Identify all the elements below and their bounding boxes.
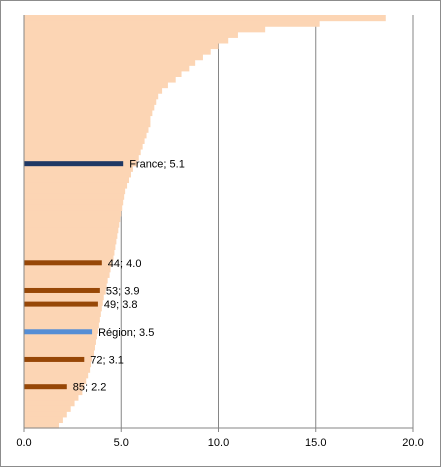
distribution-bar — [24, 176, 130, 184]
distribution-bar — [24, 87, 163, 94]
distribution-bar — [24, 171, 131, 178]
distribution-bar — [24, 227, 119, 234]
distribution-bars — [24, 15, 386, 429]
distribution-bar — [24, 65, 190, 72]
distribution-bar — [24, 361, 92, 368]
distribution-bar — [24, 59, 196, 66]
distribution-bar — [24, 338, 96, 345]
distribution-bar — [24, 204, 123, 211]
distribution-bar — [24, 54, 203, 61]
distribution-bar — [24, 238, 117, 245]
distribution-bar — [24, 271, 110, 278]
highlight-label: 85; 2.2 — [73, 382, 107, 394]
distribution-bar — [24, 366, 91, 373]
highlight-bar — [24, 287, 100, 293]
distribution-bar — [24, 121, 151, 128]
distribution-bar — [24, 221, 120, 228]
distribution-bar — [24, 294, 104, 301]
distribution-bar — [24, 104, 155, 111]
distribution-bar — [24, 310, 101, 317]
x-axis: 0.0 5.0 10.0 15.0 20.0 — [16, 15, 424, 449]
highlight-bar — [24, 161, 124, 167]
distribution-bar — [24, 377, 87, 384]
highlight-label: Région; 3.5 — [98, 327, 154, 339]
distribution-bar — [24, 394, 79, 401]
distribution-bar — [24, 165, 133, 172]
distribution-bar — [24, 76, 176, 83]
distribution-bar — [24, 115, 151, 122]
distribution-bar — [24, 31, 238, 38]
distribution-bar — [24, 188, 126, 195]
highlight-label: 53; 3.9 — [106, 285, 140, 297]
distribution-bar — [24, 372, 89, 379]
x-tick-label: 15.0 — [305, 437, 326, 449]
distribution-bar — [24, 15, 386, 22]
distribution-bar — [24, 282, 107, 290]
distribution-bar — [24, 215, 121, 223]
distribution-bar — [24, 400, 75, 407]
distribution-bar — [24, 148, 141, 156]
distribution-bar — [24, 109, 153, 117]
distribution-bar — [24, 182, 128, 189]
distribution-bar — [24, 20, 320, 27]
distribution-bar — [24, 193, 125, 200]
distribution-bar — [24, 132, 147, 139]
highlight-bar — [24, 329, 93, 335]
distribution-bar — [24, 266, 111, 273]
distribution-bar — [24, 126, 149, 133]
x-tick-label: 0.0 — [16, 437, 31, 449]
distribution-bar — [24, 305, 102, 312]
distribution-bar — [24, 81, 168, 89]
distribution-bar — [24, 70, 182, 77]
distribution-bar — [24, 137, 145, 144]
distribution-bar — [24, 411, 67, 418]
distribution-bar — [24, 388, 83, 396]
distribution-bar — [24, 344, 95, 351]
distribution-bar — [24, 93, 159, 100]
highlight-bar — [24, 301, 98, 307]
distribution-bar — [24, 37, 229, 44]
distribution-bar — [24, 416, 63, 424]
distribution-bar — [24, 210, 122, 217]
distribution-bar — [24, 243, 116, 251]
highlight-bar — [24, 260, 102, 266]
highlight-label: 49; 3.8 — [104, 299, 138, 311]
distribution-bar — [24, 333, 97, 340]
distribution-bar — [24, 199, 124, 206]
distribution-bar — [24, 405, 71, 412]
distribution-bar — [24, 254, 114, 262]
highlight-bar — [24, 356, 85, 362]
x-tick-label: 20.0 — [402, 437, 423, 449]
distribution-bar — [24, 249, 115, 256]
distribution-bar — [24, 232, 118, 239]
distribution-bar — [24, 321, 99, 329]
highlight-bars: France; 5.1 44; 4.0 53; 3.9 49; 3.8 Région; … — [24, 159, 185, 394]
distribution-bar — [24, 422, 60, 429]
x-tick-label: 5.0 — [114, 437, 129, 449]
highlight-label: 44; 4.0 — [108, 258, 142, 270]
x-tick-label: 10.0 — [208, 437, 229, 449]
distribution-bar — [24, 98, 157, 105]
highlight-label: 72; 3.1 — [90, 354, 124, 366]
distribution-bar — [24, 42, 219, 50]
distribution-bar — [24, 277, 108, 284]
distribution-bar — [24, 48, 211, 55]
distribution-bar — [24, 316, 100, 323]
distribution-bar — [24, 349, 95, 357]
distribution-bar — [24, 26, 266, 33]
highlight-label: France; 5.1 — [129, 159, 185, 171]
highlight-bar — [24, 384, 67, 390]
distribution-bar — [24, 154, 139, 161]
distribution-bar — [24, 143, 143, 150]
